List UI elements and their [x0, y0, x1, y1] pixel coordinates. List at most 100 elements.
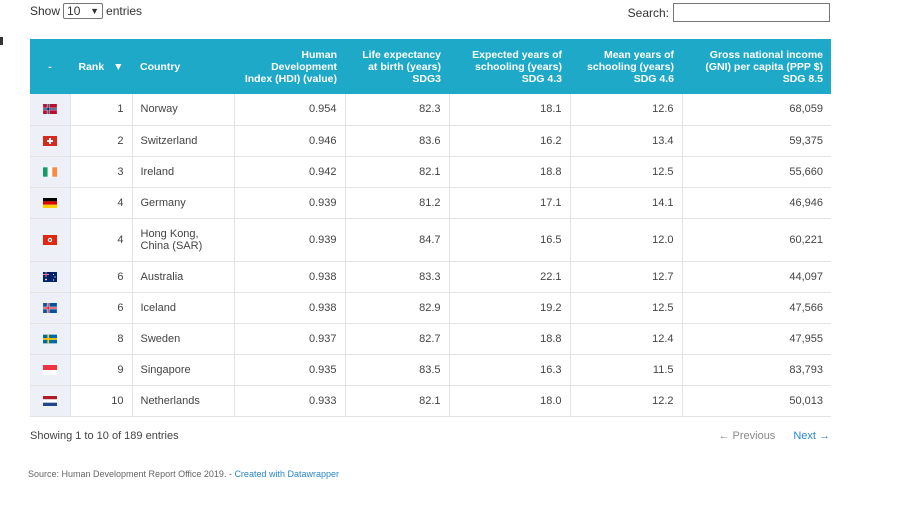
table-row: 2 Switzerland 0.946 83.6 16.2 13.4 59,37…: [30, 125, 831, 157]
table-row: 10 Netherlands 0.933 82.1 18.0 12.2 50,0…: [30, 385, 831, 417]
window-edge-mark: [0, 37, 3, 45]
life-expectancy-cell: 83.3: [345, 261, 450, 293]
rank-cell: 9: [70, 354, 133, 386]
flag-cell: [30, 187, 71, 219]
expected-schooling-cell: 19.2: [449, 292, 571, 324]
life-expectancy-cell: 82.3: [345, 94, 450, 126]
gni-cell: 83,793: [682, 354, 831, 386]
next-page-button[interactable]: Next →: [793, 430, 830, 442]
hdi-cell: 0.942: [234, 156, 346, 188]
expected-schooling-cell: 18.0: [449, 385, 571, 417]
life-expectancy-cell: 84.7: [345, 218, 450, 262]
life-expectancy-cell: 82.9: [345, 292, 450, 324]
table-row: 1 Norway 0.954 82.3 18.1 12.6 68,059: [30, 94, 831, 126]
gni-cell: 47,566: [682, 292, 831, 324]
hdi-cell: 0.954: [234, 94, 346, 126]
life-expectancy-cell: 83.6: [345, 125, 450, 157]
flag-cell: [30, 323, 71, 355]
column-header-gni[interactable]: Gross national income (GNI) per capita (…: [682, 39, 831, 94]
expected-schooling-cell: 16.2: [449, 125, 571, 157]
country-cell: Sweden: [132, 323, 235, 355]
country-cell: Norway: [132, 94, 235, 126]
gni-cell: 44,097: [682, 261, 831, 293]
datawrapper-link[interactable]: Created with Datawrapper: [234, 469, 339, 479]
expected-schooling-cell: 18.1: [449, 94, 571, 126]
entries-length-control: Show 10 ▼ entries: [30, 3, 142, 19]
country-cell: Netherlands: [132, 385, 235, 417]
germany-flag-icon: [42, 197, 57, 208]
singapore-flag-icon: [42, 364, 57, 375]
table-header-row: - Rank ▼ Country Human Development Index…: [30, 39, 831, 94]
expected-schooling-cell: 16.3: [449, 354, 571, 386]
mean-schooling-cell: 12.7: [570, 261, 683, 293]
expected-schooling-cell: 18.8: [449, 156, 571, 188]
rank-cell: 4: [70, 218, 133, 262]
norway-flag-icon: [42, 104, 57, 115]
expected-schooling-cell: 22.1: [449, 261, 571, 293]
expected-schooling-cell: 16.5: [449, 218, 571, 262]
search-label: Search:: [627, 5, 669, 20]
table-controls: Show 10 ▼ entries Search:: [30, 3, 830, 23]
hdi-cell: 0.933: [234, 385, 346, 417]
flag-cell: [30, 156, 71, 188]
source-text: Source: Human Development Report Office …: [28, 469, 235, 479]
rank-cell: 3: [70, 156, 133, 188]
entries-label: entries: [106, 4, 143, 18]
netherlands-flag-icon: [42, 395, 57, 406]
hdi-cell: 0.939: [234, 218, 346, 262]
hdi-cell: 0.937: [234, 323, 346, 355]
column-header-country[interactable]: Country: [132, 39, 234, 94]
search-input[interactable]: [673, 3, 830, 22]
life-expectancy-cell: 82.1: [345, 156, 450, 188]
mean-schooling-cell: 13.4: [570, 125, 683, 157]
table-row: 6 Iceland 0.938 82.9 19.2 12.5 47,566: [30, 292, 831, 324]
ireland-flag-icon: [42, 166, 57, 177]
hdi-cell: 0.935: [234, 354, 346, 386]
iceland-flag-icon: [42, 302, 57, 313]
column-header-life-expectancy[interactable]: Life expectancy at birth (years) SDG3: [345, 39, 449, 94]
mean-schooling-cell: 14.1: [570, 187, 683, 219]
expected-schooling-cell: 18.8: [449, 323, 571, 355]
entries-select-value: 10: [67, 4, 81, 18]
sort-desc-icon: ▼: [113, 60, 124, 73]
table-row: 4 Hong Kong, China (SAR) 0.939 84.7 16.5…: [30, 218, 831, 262]
flag-cell: [30, 292, 71, 324]
flag-cell: [30, 125, 71, 157]
hdi-cell: 0.938: [234, 292, 346, 324]
pagination: ← Previous Next →: [718, 430, 830, 442]
life-expectancy-cell: 82.7: [345, 323, 450, 355]
hong-kong-flag-icon: [42, 234, 57, 245]
country-cell: Hong Kong, China (SAR): [132, 218, 235, 262]
mean-schooling-cell: 12.4: [570, 323, 683, 355]
australia-flag-icon: [42, 271, 57, 282]
mean-schooling-cell: 12.0: [570, 218, 683, 262]
column-header-expected-schooling[interactable]: Expected years of schooling (years) SDG …: [449, 39, 570, 94]
hdi-table: - Rank ▼ Country Human Development Index…: [30, 39, 831, 417]
hdi-cell: 0.939: [234, 187, 346, 219]
table-row: 4 Germany 0.939 81.2 17.1 14.1 46,946: [30, 187, 831, 219]
column-header-rank[interactable]: Rank ▼: [70, 39, 132, 94]
rank-cell: 10: [70, 385, 133, 417]
flag-cell: [30, 385, 71, 417]
flag-cell: [30, 354, 71, 386]
column-header-flag[interactable]: -: [30, 39, 70, 94]
column-header-hdi[interactable]: Human Development Index (HDI) (value): [234, 39, 345, 94]
hdi-cell: 0.938: [234, 261, 346, 293]
mean-schooling-cell: 11.5: [570, 354, 683, 386]
sweden-flag-icon: [42, 334, 57, 344]
flag-cell: [30, 261, 71, 293]
previous-page-button[interactable]: ← Previous: [718, 430, 776, 442]
mean-schooling-cell: 12.5: [570, 292, 683, 324]
life-expectancy-cell: 82.1: [345, 385, 450, 417]
table-info: Showing 1 to 10 of 189 entries: [30, 430, 179, 442]
mean-schooling-cell: 12.6: [570, 94, 683, 126]
column-header-mean-schooling[interactable]: Mean years of schooling (years) SDG 4.6: [570, 39, 682, 94]
show-label: Show: [30, 4, 61, 18]
gni-cell: 50,013: [682, 385, 831, 417]
entries-select[interactable]: 10 ▼: [63, 3, 104, 19]
gni-cell: 46,946: [682, 187, 831, 219]
chevron-down-icon: ▼: [90, 6, 100, 16]
table-row: 6 Australia 0.938 83.3 22.1 12.7 44,097: [30, 261, 831, 293]
country-cell: Iceland: [132, 292, 235, 324]
gni-cell: 68,059: [682, 94, 831, 126]
